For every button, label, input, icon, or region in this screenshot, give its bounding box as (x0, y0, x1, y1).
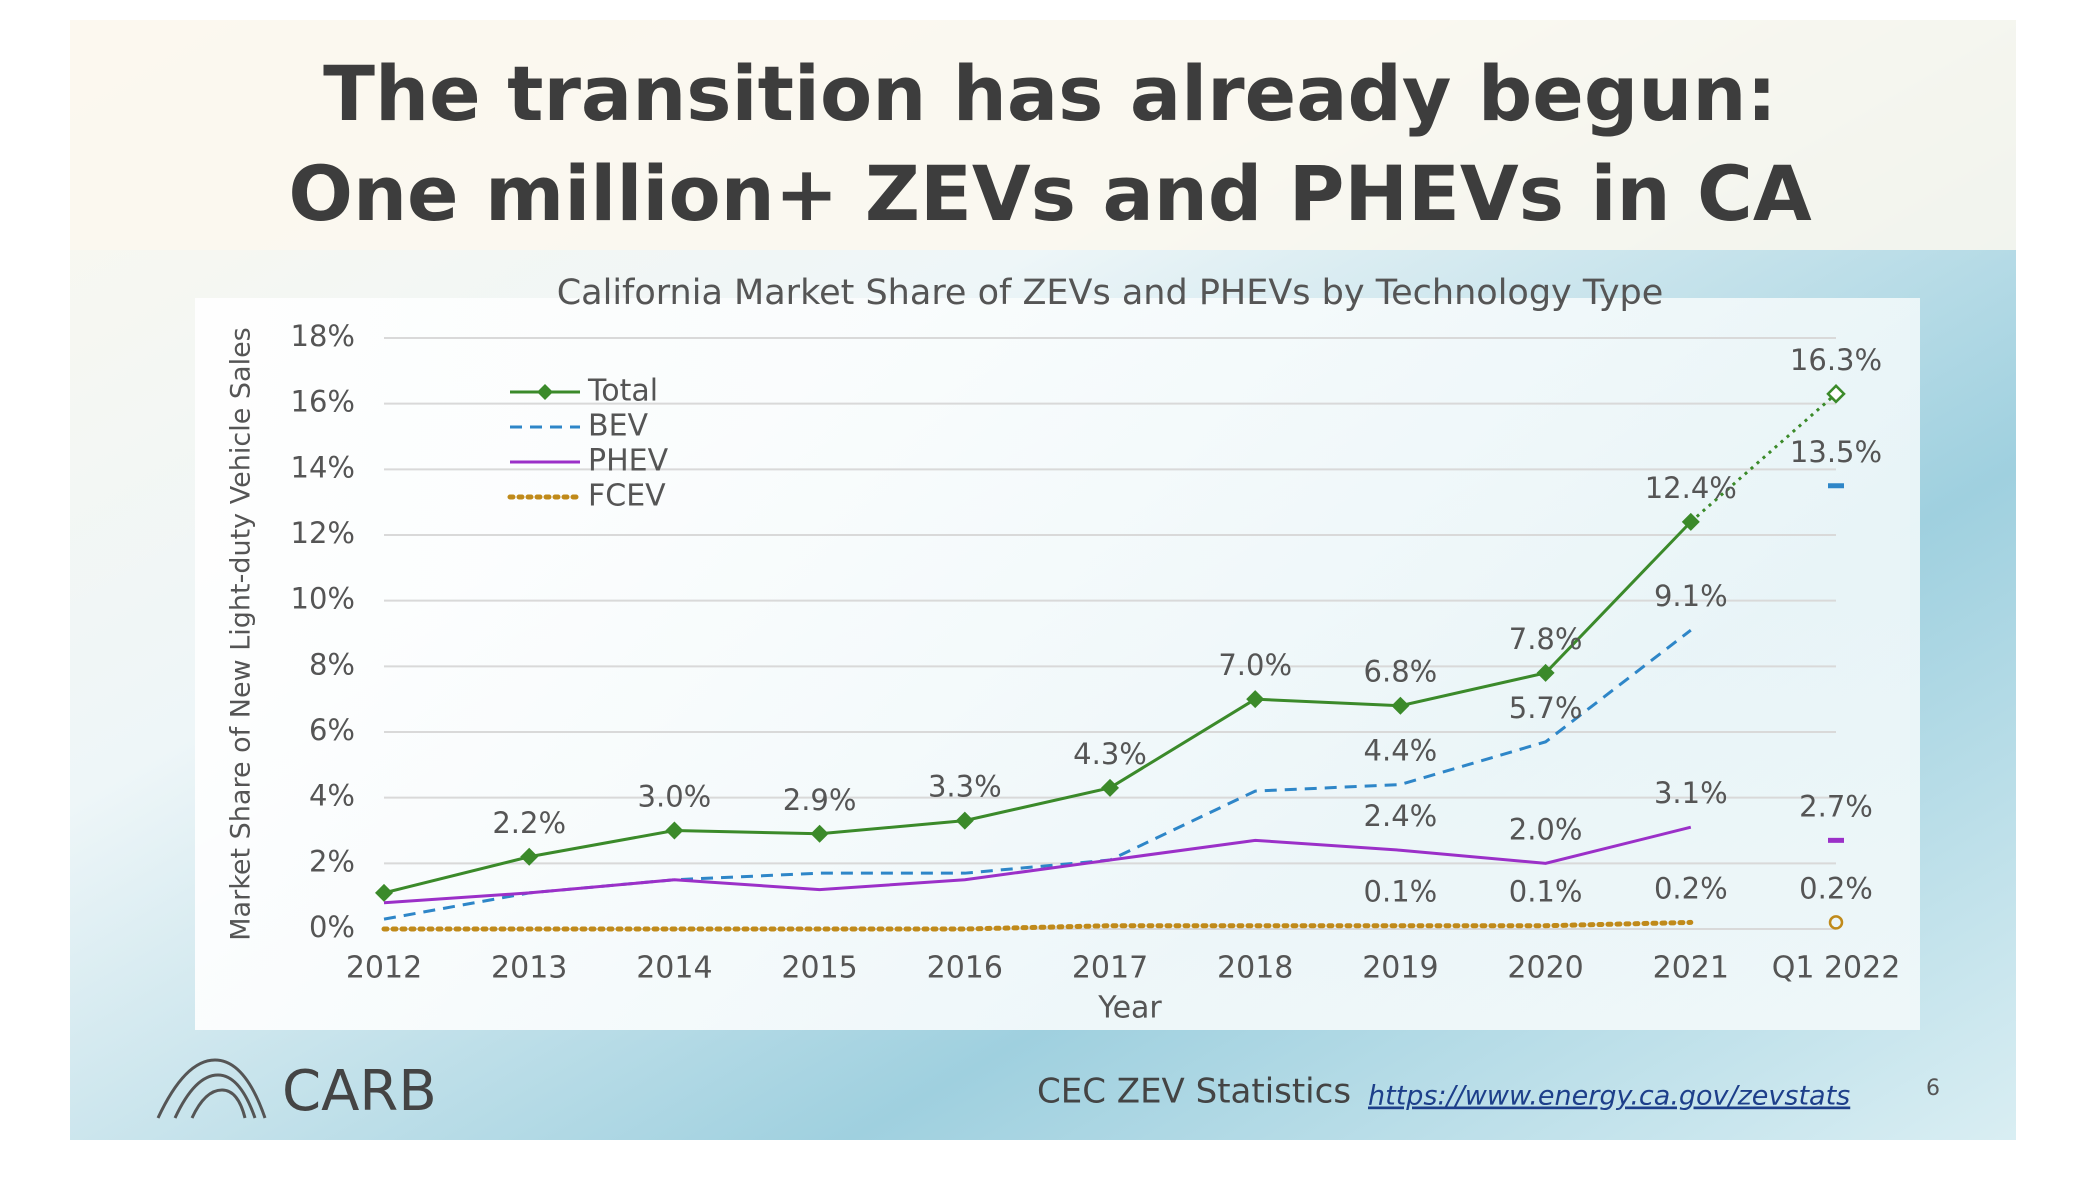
data-label: 0.1% (1509, 875, 1583, 909)
slide-title: One million+ ZEVs and PHEVs in CA (288, 149, 1811, 238)
y-tick-label: 4% (309, 779, 355, 813)
y-tick-label: 12% (291, 516, 355, 550)
y-tick-label: 8% (309, 647, 355, 681)
x-tick-label: 2016 (927, 951, 1003, 986)
data-label: 0.1% (1364, 875, 1438, 909)
data-label: 9.1% (1654, 579, 1728, 613)
y-tick-label: 16% (291, 385, 355, 419)
marker (520, 847, 539, 866)
x-tick-label: 2014 (636, 951, 712, 986)
marker (1246, 690, 1265, 709)
y-tick-label: 18% (291, 319, 355, 353)
data-label: 3.1% (1654, 776, 1728, 810)
data-label: 3.0% (638, 780, 712, 814)
y-tick-label: 6% (309, 713, 355, 747)
data-label: 2.9% (783, 783, 857, 817)
legend-label: FCEV (588, 479, 666, 514)
marker (375, 883, 393, 902)
chart-panel (195, 298, 1920, 1030)
data-label: 3.3% (928, 770, 1002, 804)
marker (1826, 384, 1846, 404)
page-number: 6 (1926, 1076, 1940, 1101)
legend-marker (537, 384, 553, 400)
source-link[interactable]: https://www.energy.ca.gov/zevstats (1368, 1081, 1850, 1112)
x-tick-label: 2020 (1507, 951, 1583, 986)
legend-label: BEV (588, 409, 649, 444)
x-tick-label: Q1 2022 (1772, 951, 1901, 986)
data-label: 2.2% (492, 806, 566, 840)
legend-label: Total (587, 374, 658, 409)
marker (1391, 696, 1410, 715)
data-label: 4.3% (1073, 737, 1147, 771)
data-label: 4.4% (1364, 734, 1438, 768)
x-tick-label: 2018 (1217, 951, 1293, 986)
source: CEC ZEV Statistics (1037, 1072, 1351, 1112)
carb-logo (156, 1058, 267, 1119)
marker (1536, 663, 1555, 682)
y-tick-label: 2% (309, 844, 355, 878)
y-tick-label: 0% (309, 910, 355, 944)
data-label: 16.3% (1790, 343, 1882, 377)
marker (955, 811, 974, 830)
data-label: 0.2% (1654, 871, 1728, 905)
marker (1681, 512, 1700, 531)
data-label: 0.2% (1799, 871, 1873, 905)
data-label: 2.7% (1799, 789, 1873, 823)
x-axis-label: Year (1097, 991, 1162, 1026)
slide-title: The transition has already begun: (323, 49, 1777, 138)
legend-label: PHEV (588, 444, 669, 479)
y-axis-label: Market Share of New Light-duty Vehicle S… (226, 327, 257, 941)
data-label: 7.0% (1218, 648, 1292, 682)
x-tick-label: 2012 (346, 951, 422, 986)
marker (1828, 915, 1844, 930)
data-label: 5.7% (1509, 691, 1583, 725)
data-label: 13.5% (1790, 435, 1882, 469)
marker (1101, 778, 1119, 797)
data-label: 2.0% (1509, 812, 1583, 846)
projection-line (1689, 392, 1837, 523)
x-tick-label: 2015 (781, 951, 857, 986)
data-label: 2.4% (1364, 799, 1438, 833)
marker (665, 821, 684, 840)
x-tick-label: 2019 (1362, 951, 1438, 986)
x-tick-label: 2013 (491, 951, 567, 986)
series-line (381, 919, 1694, 932)
data-label: 12.4% (1645, 471, 1737, 505)
chart-title: California Market Share of ZEVs and PHEV… (557, 273, 1664, 313)
data-label: 6.8% (1364, 655, 1438, 689)
y-tick-label: 10% (291, 582, 355, 616)
title-band (70, 20, 2016, 250)
series-line (383, 825, 1692, 905)
x-tick-label: 2021 (1653, 951, 1729, 986)
series-line (383, 520, 1692, 895)
y-tick-label: 14% (291, 450, 355, 484)
marker (810, 824, 829, 843)
x-tick-label: 2017 (1072, 951, 1148, 986)
logo-text: CARB (282, 1059, 437, 1124)
data-label: 7.8% (1509, 622, 1583, 656)
